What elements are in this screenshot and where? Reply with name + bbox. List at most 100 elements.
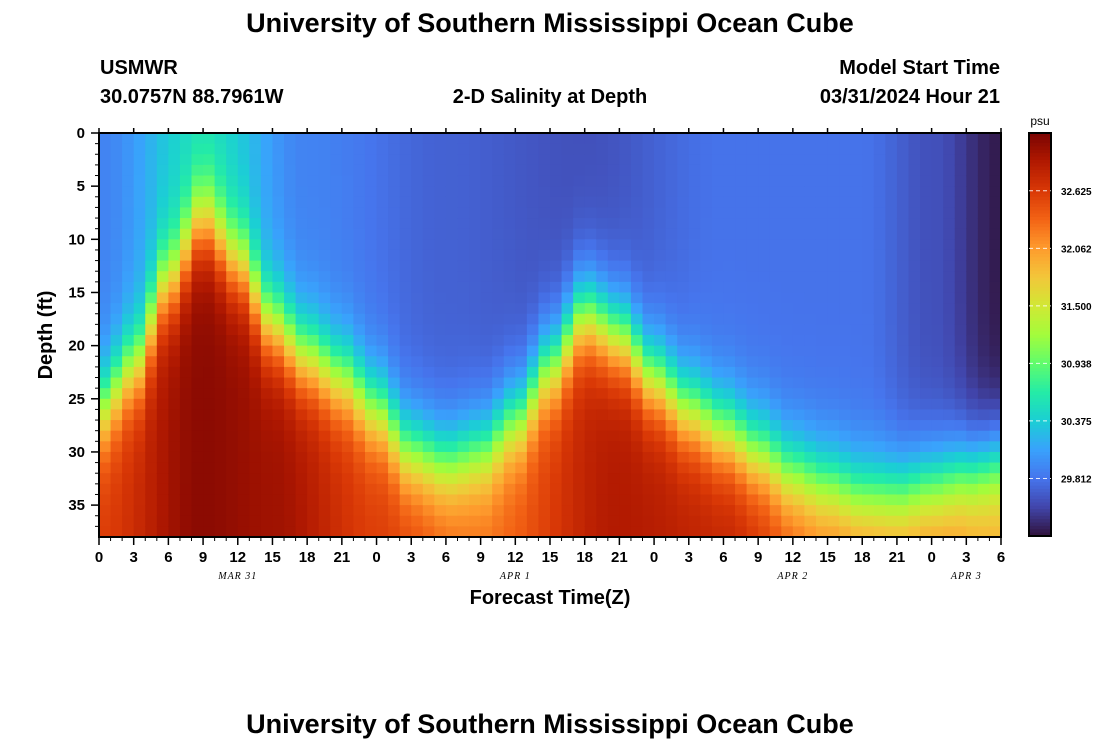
heatmap-cell — [122, 335, 135, 347]
heatmap-cell — [873, 218, 886, 230]
heatmap-cell — [353, 345, 366, 357]
heatmap-cell — [654, 345, 667, 357]
heatmap-cell — [434, 303, 447, 315]
heatmap-cell — [353, 196, 366, 209]
heatmap-cell — [422, 409, 435, 421]
heatmap-cell — [920, 218, 933, 230]
heatmap-cell — [931, 366, 944, 379]
heatmap-cell — [630, 377, 644, 389]
heatmap-cell — [584, 451, 597, 464]
heatmap-cell — [862, 164, 875, 177]
heatmap-cell — [226, 335, 239, 347]
heatmap-cell — [769, 143, 782, 155]
heatmap-cell — [977, 345, 991, 357]
heatmap-cell — [665, 473, 678, 485]
heatmap-cell — [353, 303, 366, 315]
x-tick-label: 12 — [229, 549, 246, 566]
heatmap-cell — [272, 207, 285, 219]
heatmap-cell — [561, 271, 574, 283]
heatmap-cell — [711, 154, 725, 166]
heatmap-cell — [561, 143, 574, 155]
heatmap-cell — [260, 409, 274, 421]
heatmap-cell — [284, 451, 297, 464]
heatmap-cell — [480, 451, 493, 464]
heatmap-cell — [584, 366, 597, 379]
heatmap-cell — [318, 473, 331, 485]
heatmap-cell — [850, 335, 863, 347]
heatmap-cell — [758, 430, 771, 442]
heatmap-cell — [723, 249, 736, 262]
heatmap-cell — [445, 186, 459, 198]
heatmap-cell — [307, 335, 320, 347]
x-tick-label: 12 — [507, 549, 524, 566]
heatmap-cell — [896, 494, 910, 506]
heatmap-cell — [156, 313, 169, 325]
heatmap-cell — [330, 143, 343, 155]
heatmap-cell — [723, 473, 736, 485]
heatmap-cell — [908, 324, 921, 336]
heatmap-cell — [758, 143, 771, 155]
x-tick-label: 3 — [130, 549, 138, 566]
heatmap-cell — [341, 398, 355, 411]
heatmap-cell — [931, 409, 944, 421]
heatmap-cell — [538, 324, 551, 336]
heatmap-cell — [873, 175, 886, 187]
colorbar-segment — [1029, 452, 1051, 456]
heatmap-cell — [110, 186, 123, 198]
heatmap-cell — [607, 420, 620, 432]
heatmap-cell — [746, 335, 759, 347]
heatmap-cell — [515, 271, 528, 283]
colorbar-segment — [1029, 307, 1051, 312]
heatmap-cell — [295, 324, 308, 336]
heatmap-cell — [746, 409, 759, 421]
heatmap-cell — [850, 239, 863, 251]
heatmap-cell — [249, 377, 262, 389]
heatmap-cell — [896, 483, 910, 496]
heatmap-cell — [804, 473, 817, 485]
heatmap-cell — [827, 271, 840, 283]
heatmap-cell — [920, 313, 933, 325]
heatmap-cell — [550, 494, 563, 506]
heatmap-cell — [156, 345, 169, 357]
heatmap-cell — [607, 271, 620, 283]
heatmap-cell — [353, 313, 366, 325]
heatmap-cell — [284, 409, 297, 421]
heatmap-cell — [873, 409, 886, 421]
heatmap-cell — [445, 515, 459, 527]
heatmap-cell — [966, 164, 979, 177]
heatmap-cell — [850, 366, 863, 379]
heatmap-cell — [156, 462, 169, 474]
heatmap-cell — [642, 239, 655, 251]
heatmap-cell — [457, 313, 470, 325]
heatmap-cell — [642, 175, 655, 187]
heatmap-cell — [480, 420, 493, 432]
heatmap-cell — [538, 473, 551, 485]
heatmap-cell — [318, 260, 331, 272]
heatmap-cell — [122, 218, 135, 230]
heatmap-cell — [700, 324, 713, 336]
heatmap-cell — [619, 526, 632, 538]
heatmap-cell — [688, 196, 701, 209]
heatmap-cell — [931, 218, 944, 230]
heatmap-cell — [850, 515, 863, 527]
heatmap-cell — [700, 398, 713, 411]
heatmap-cell — [723, 526, 736, 538]
heatmap-cell — [908, 154, 921, 166]
heatmap-cell — [966, 292, 979, 304]
heatmap-cell — [723, 366, 736, 379]
heatmap-cell — [746, 271, 759, 283]
heatmap-cell — [179, 366, 193, 379]
heatmap-cell — [133, 451, 146, 464]
heatmap-cell — [364, 515, 378, 527]
heatmap-cell — [920, 388, 933, 400]
heatmap-cell — [469, 143, 482, 155]
heatmap-cell — [700, 143, 713, 155]
heatmap-cell — [272, 505, 285, 517]
heatmap-cell — [769, 515, 782, 527]
heatmap-cell — [526, 494, 540, 506]
heatmap-cell — [550, 143, 563, 155]
heatmap-cell — [781, 473, 794, 485]
heatmap-cell — [862, 260, 875, 272]
heatmap-cell — [827, 281, 840, 294]
colorbar-segment — [1029, 321, 1051, 326]
